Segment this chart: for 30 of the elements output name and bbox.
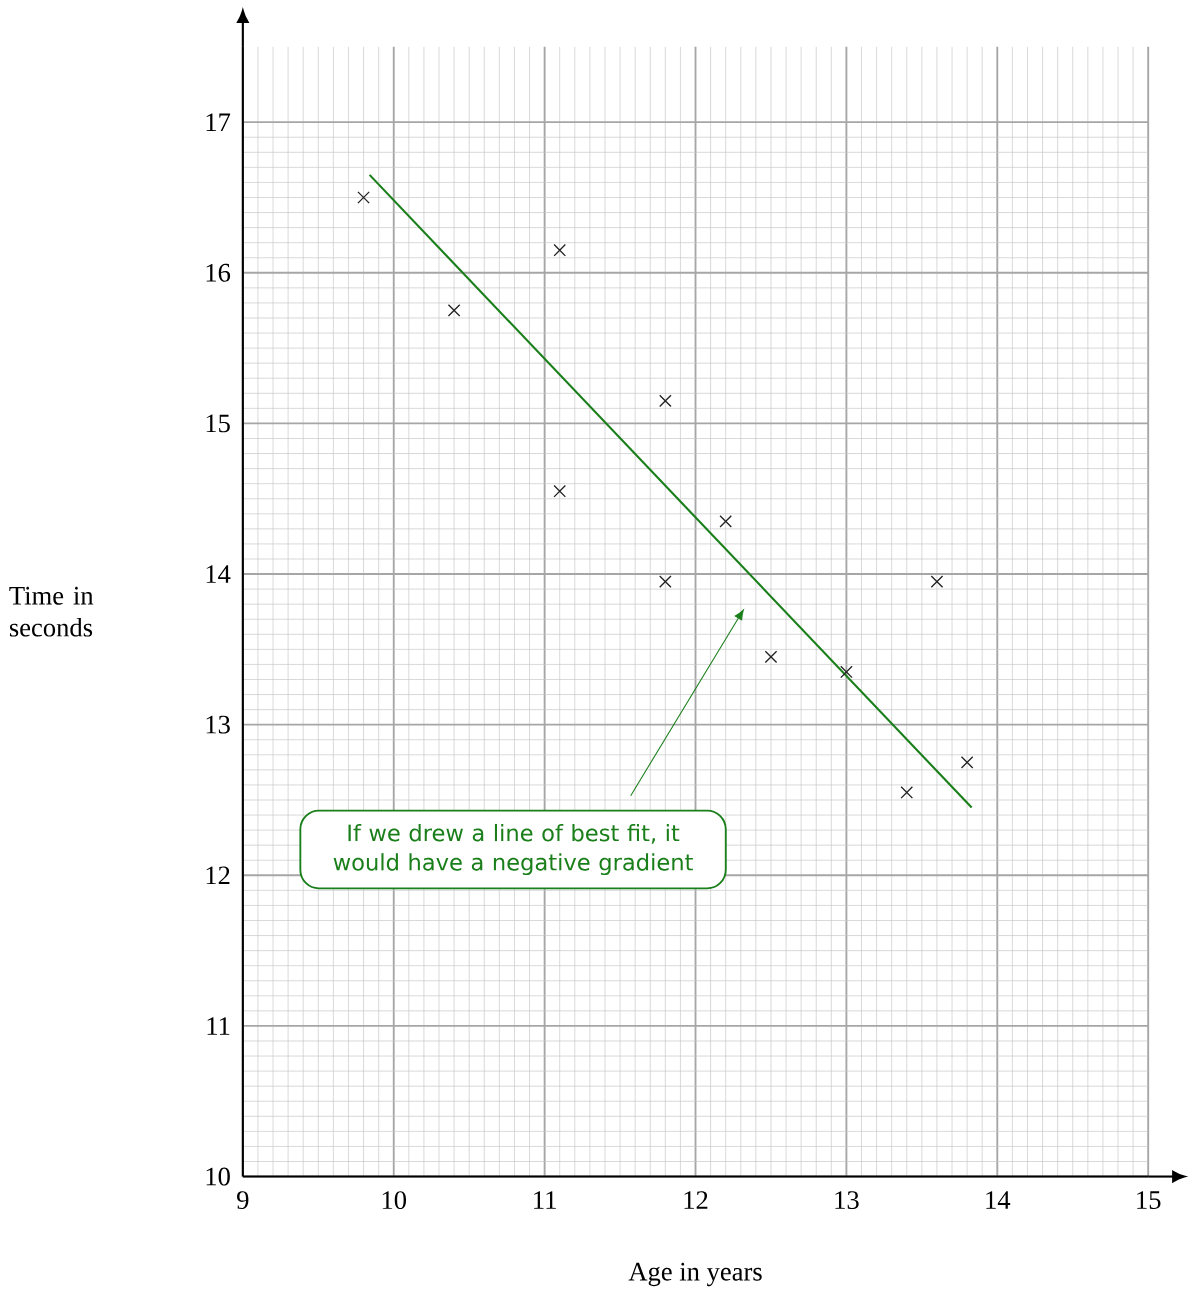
x-tick-label: 12 (684, 1191, 708, 1209)
x-tick-label: 10 (382, 1191, 406, 1210)
point (719, 515, 732, 528)
y-tick-label: 11 (207, 1017, 230, 1035)
y-axis-title: Time in seconds (9, 586, 94, 637)
x-tick-label: 13 (835, 1191, 859, 1210)
point (357, 191, 370, 204)
point (840, 665, 853, 679)
point (900, 786, 914, 799)
x-axis-title: Age in years (628, 1262, 762, 1287)
x-tick-label: 11 (534, 1191, 556, 1209)
point (960, 756, 974, 769)
point (930, 575, 944, 588)
point (764, 650, 778, 664)
point (447, 304, 461, 317)
point (658, 394, 672, 408)
point (658, 575, 672, 588)
y-tick-label: 13 (206, 715, 230, 734)
point (553, 484, 566, 498)
y-tick-label: 16 (206, 263, 231, 282)
x-tick-label: 14 (986, 1191, 1011, 1209)
annotation: If we drew a line of best fit, it would have a negative gradient (333, 823, 693, 876)
point (553, 243, 566, 257)
y-tick-label: 10 (206, 1167, 230, 1186)
y-tick-label: 15 (206, 414, 230, 433)
x-tick-label: 15 (1137, 1191, 1161, 1209)
y-tick-label: 14 (206, 565, 231, 583)
y-tick-label: 17 (206, 113, 231, 131)
y-tick-label: 12 (206, 866, 230, 885)
x-tick-label: 9 (236, 1191, 249, 1210)
